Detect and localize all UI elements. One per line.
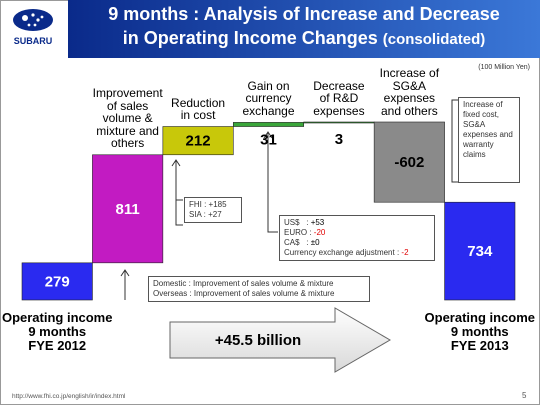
bar — [92, 154, 164, 264]
note-value: +53 — [310, 218, 325, 227]
bar — [373, 121, 445, 203]
note-value: ±0 — [310, 238, 320, 247]
logo-stars — [22, 13, 44, 27]
change-arrow — [169, 307, 391, 373]
note-value: -2 — [401, 248, 409, 257]
title-line: in Operating Income Changes — [123, 28, 378, 48]
bar — [162, 126, 234, 156]
category-label: Increase of SG&A expenses and others — [379, 66, 440, 118]
bar — [21, 262, 93, 301]
sales-breakdown: Domestic : Improvement of sales volume &… — [148, 276, 370, 302]
title-line: 9 months : Analysis of Increase and Decr… — [108, 4, 500, 24]
note-line: Currency exchange adjustment : -2 — [284, 248, 430, 258]
value-label: 811 — [116, 201, 140, 218]
note-line: SIA : +27 — [189, 210, 222, 219]
note-value: -20 — [313, 228, 326, 237]
value-label: 279 — [45, 273, 70, 290]
change-label: +45.5 billion — [215, 332, 301, 349]
currency-breakdown: US$ : +53 EURO : -20 CA$ : ±0 Currency exch… — [279, 215, 435, 261]
bar — [303, 121, 375, 124]
value-label: 212 — [186, 133, 211, 150]
note-line: Domestic : Improvement of sales volume &… — [153, 279, 334, 288]
note-label: US$ : — [284, 218, 309, 227]
cost-breakdown: FHI : +185 SIA : +27 — [184, 197, 242, 223]
logo-text: SUBARU — [14, 36, 53, 46]
bar — [444, 201, 516, 301]
note-line: CA$ : ±0 — [284, 238, 430, 248]
note-line: EURO : -20 — [284, 228, 430, 238]
note-label: Currency exchange adjustment : — [284, 248, 400, 257]
page-number: 5 — [522, 391, 527, 400]
bar — [232, 122, 305, 127]
note-label: EURO : — [284, 228, 312, 237]
unit-note: (100 Million Yen) — [478, 64, 530, 71]
note-line: Overseas : Improvement of sales volume &… — [153, 289, 335, 298]
logo-mark — [13, 9, 53, 31]
note-line: US$ : +53 — [284, 218, 430, 228]
note-label: CA$ : — [284, 238, 309, 247]
footer-url: http://www.fhi.co.jp/english/ir/index.ht… — [12, 393, 126, 400]
value-label: -602 — [394, 154, 424, 171]
title-note: (consolidated) — [383, 31, 486, 48]
category-label: Improvement of sales volume & mixture an… — [92, 86, 163, 151]
value-label: 31 — [260, 131, 277, 148]
note-line: FHI : +185 — [189, 200, 227, 209]
header-band — [68, 0, 540, 58]
value-label: 734 — [467, 243, 493, 260]
value-label: 3 — [335, 131, 343, 148]
category-label: Gain on currency exchange — [242, 78, 295, 118]
category-label: Operating income 9 months FYE 2013 — [424, 310, 536, 353]
category-label: Reduction in cost — [171, 95, 226, 123]
title-line: in Operating Income Changes (consolidate… — [123, 28, 486, 48]
callout-lines — [120, 99, 458, 300]
category-label: Decrease of R&D expenses — [313, 78, 365, 118]
sga-note: Increase of fixed cost, SG&A expenses an… — [458, 97, 520, 183]
category-label: Operating income 9 months FYE 2012 — [1, 310, 113, 353]
